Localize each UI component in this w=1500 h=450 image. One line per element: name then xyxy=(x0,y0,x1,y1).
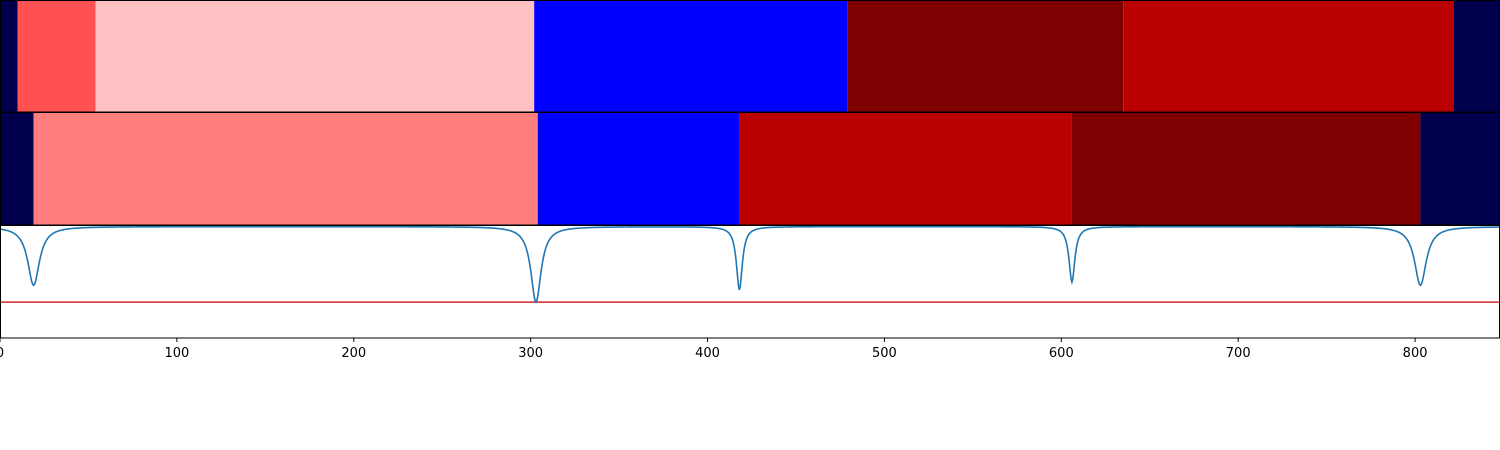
line-panel xyxy=(0,225,1500,304)
x-tick-label: 100 xyxy=(164,346,189,361)
x-tick-label: 200 xyxy=(341,346,366,361)
segment xyxy=(847,1,1124,112)
segment xyxy=(17,1,96,112)
segment xyxy=(534,1,848,112)
x-tick-label: 600 xyxy=(1049,346,1074,361)
x-tick-label: 700 xyxy=(1226,346,1251,361)
segment xyxy=(1071,113,1421,225)
segment xyxy=(33,113,538,225)
x-tick-label: 500 xyxy=(872,346,897,361)
x-tick-label: 800 xyxy=(1403,346,1428,361)
segment xyxy=(0,1,18,112)
x-axis: 0 100 200 300 400 500 600 700 800 xyxy=(0,338,1428,361)
segment xyxy=(1420,113,1500,225)
segment xyxy=(739,113,1072,225)
segment xyxy=(537,113,740,225)
x-tick-label: 300 xyxy=(518,346,543,361)
series-line xyxy=(0,225,1500,304)
panel-frame xyxy=(0,225,1500,339)
x-tick-label: 0 xyxy=(0,346,4,361)
segment xyxy=(95,1,535,112)
segment xyxy=(0,113,34,225)
x-tick-label: 400 xyxy=(695,346,720,361)
segment xyxy=(1454,1,1500,112)
segment xyxy=(1123,1,1455,112)
strip-top xyxy=(0,1,1500,112)
strip-middle xyxy=(0,113,1500,225)
